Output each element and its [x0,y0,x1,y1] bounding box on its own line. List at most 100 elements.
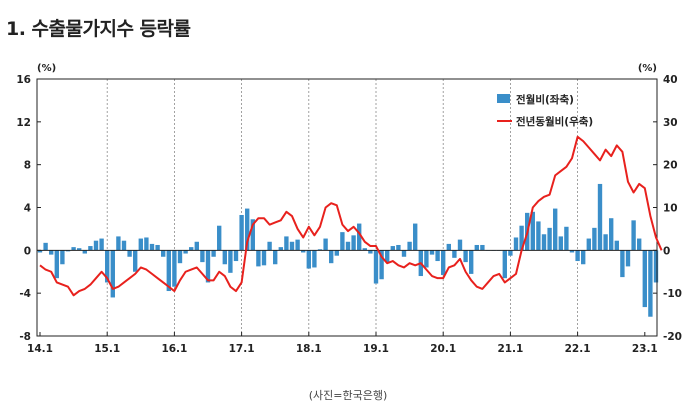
bar [424,250,429,268]
x-axis-tick-label: 15.1 [94,343,120,355]
bar [340,232,345,251]
bar [597,183,603,251]
bar [373,250,379,284]
line-series [39,135,663,297]
bar [407,241,412,251]
bar [609,218,614,251]
left-axis-tick-label: 8 [24,160,31,172]
bar [267,241,272,251]
bar [306,250,311,269]
bar [519,225,524,251]
bar [536,221,541,251]
image-caption: (사진=한국은행) [308,389,388,402]
bar [564,226,569,251]
x-axis-tick-label: 22.1 [565,343,591,355]
left-axis-tick-label: -4 [19,288,31,300]
bar [558,236,563,251]
bar [569,250,575,253]
bar [166,250,171,292]
bar [121,240,127,251]
bar [480,244,485,251]
bar [211,250,216,257]
bar [144,237,149,251]
bar [463,250,468,263]
bar [77,248,82,251]
x-axis-tick-label: 21.1 [497,343,523,355]
bar [256,250,261,267]
bar-series [37,183,659,317]
bar [284,236,289,251]
bar [37,250,43,253]
bar [553,208,558,251]
bar [65,250,71,252]
bar [469,250,474,274]
bar [133,250,138,272]
left-axis-tick-label: 16 [16,74,31,86]
right-axis-tick-label: 20 [663,160,678,172]
bar [261,250,267,266]
x-axis-tick-label: 14.1 [27,343,53,355]
bar [625,250,631,267]
bar [368,250,373,254]
bar [245,208,250,251]
bar [329,250,334,264]
bar [301,250,306,253]
bar [127,250,132,257]
x-axis-tick-label: 18.1 [296,343,322,355]
legend: 전월비(좌축) 전년동월비(우축) [497,93,593,128]
bar [278,247,283,251]
bar [653,250,659,283]
bar [357,223,362,251]
bar [239,214,244,251]
bar [429,250,435,255]
bar [385,250,390,263]
bar [99,238,104,251]
bar [233,250,239,262]
bar [642,250,647,308]
grid-lines [106,79,578,336]
bar [637,238,642,251]
bar [362,248,367,251]
bar [446,243,451,251]
bar [413,223,418,251]
right-axis-tick-label: 10 [663,203,678,215]
bar [172,250,177,287]
bar [631,220,636,251]
bar [457,239,463,251]
bar [228,250,233,273]
bar [273,250,278,265]
bar [513,237,519,251]
bar [435,250,440,262]
bar [43,242,48,251]
bar [155,244,160,251]
bar [323,238,328,251]
bar [508,250,513,256]
bar [105,250,110,283]
bar [54,250,59,279]
right-axis-tick-label: 30 [663,117,678,129]
bar [289,241,295,251]
bar [334,250,339,256]
bar [138,238,143,251]
x-axis-tick-label: 19.1 [363,343,389,355]
bar [581,250,586,265]
bar [200,250,205,263]
bar [194,241,199,251]
bar [603,234,608,251]
bar [312,250,317,268]
right-axis-tick-label: -20 [663,331,682,343]
chart: -8 -4 0 4 8 12 16 -20 -10 0 10 20 30 40 (%) (%) 14.1 15.1… [16,63,682,355]
bar [71,247,76,251]
bar [149,243,155,251]
bar [401,250,407,257]
bar [295,239,300,251]
bar [60,250,65,265]
bar [575,250,580,262]
bar [541,234,547,251]
bar [345,241,351,251]
bar [379,250,384,280]
bar [396,244,401,251]
bar [351,235,356,251]
bar [614,240,619,251]
bar [441,250,446,275]
